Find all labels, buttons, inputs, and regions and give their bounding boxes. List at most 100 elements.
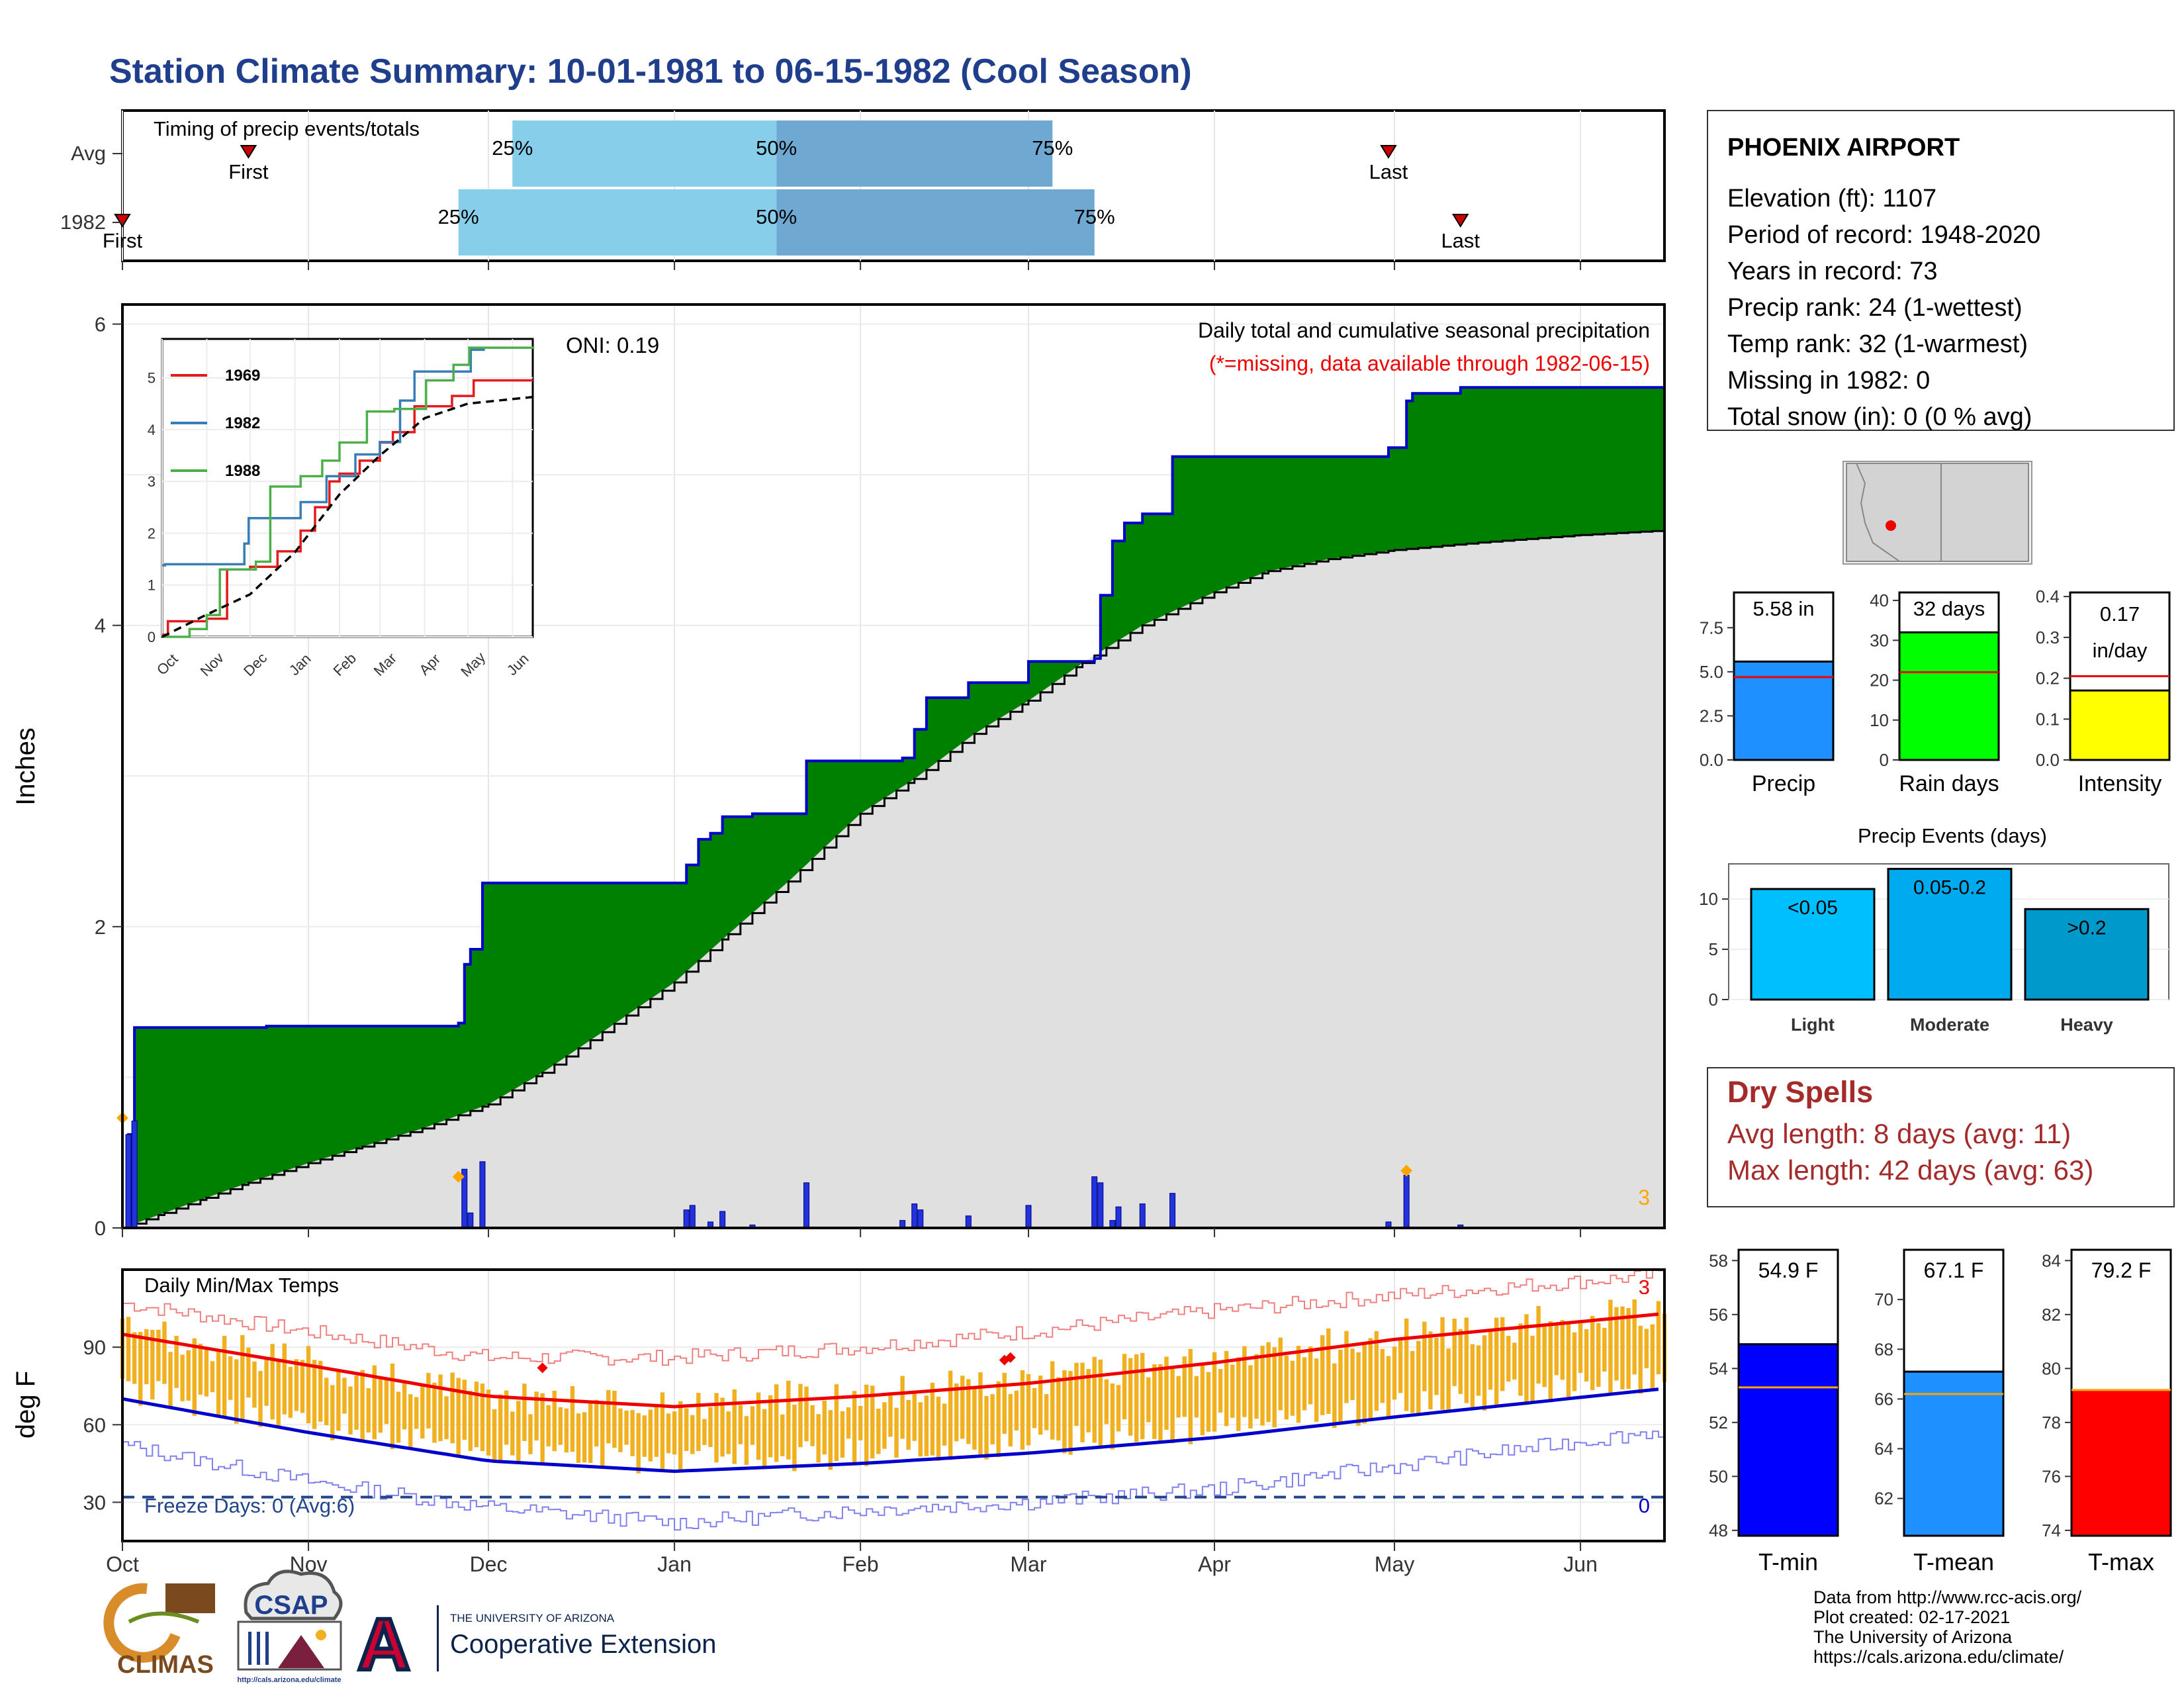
daily-temp-bar: [840, 1411, 845, 1458]
daily-temp-bar: [1236, 1357, 1241, 1431]
daily-temp-bar: [558, 1407, 563, 1445]
daily-temp-bar: [594, 1399, 599, 1447]
daily-temp-bar: [1470, 1344, 1475, 1409]
temp-y-tick-label: 90: [83, 1336, 106, 1359]
summary-tick-label: 2.5: [1700, 706, 1723, 726]
daily-temp-bar: [1566, 1323, 1571, 1399]
daily-temp-bar: [786, 1380, 791, 1460]
daily-temp-bar: [564, 1408, 569, 1453]
daily-temp-bar: [1512, 1342, 1517, 1380]
inset-y-tick-label: 5: [148, 370, 156, 387]
normal-max-line: [122, 1312, 1659, 1409]
daily-temp-bar: [366, 1388, 371, 1433]
daily-temp-bar: [1404, 1318, 1409, 1411]
daily-temp-bar: [1128, 1358, 1133, 1436]
daily-temp-bar: [228, 1356, 233, 1400]
precip-panel: 0 2 4 6 Inches ONI: 0.19 Daily total and cu…: [11, 303, 1666, 1240]
daily-temp-bar: [1368, 1338, 1373, 1421]
daily-precip-bar: [803, 1182, 810, 1229]
daily-temp-bar: [846, 1407, 851, 1439]
daily-temp-bar: [990, 1394, 995, 1445]
summary-tick-label: 0: [1880, 750, 1889, 770]
events-bar-label: Heavy: [2060, 1015, 2113, 1035]
summary-bar-intensity: [2069, 689, 2171, 761]
daily-temp-bar: [1374, 1331, 1379, 1411]
temp-bar-tick-label: 76: [2042, 1466, 2061, 1486]
summary-tick-label: 5.0: [1700, 662, 1723, 682]
inset-series-1982: [162, 346, 533, 567]
daily-temp-bar: [1116, 1385, 1121, 1432]
daily-temp-bar: [294, 1359, 299, 1411]
events-bar-text: 0.05-0.2: [1913, 877, 1986, 899]
daily-temp-bar: [246, 1347, 251, 1398]
daily-temp-bar: [744, 1416, 749, 1465]
daily-temp-bar: [1296, 1346, 1301, 1423]
daily-temp-bar: [138, 1332, 143, 1406]
daily-temp-bar: [1194, 1376, 1199, 1418]
station-location-dot: [1886, 520, 1896, 531]
daily-precip-bar: [911, 1203, 918, 1229]
climas-logo: CLIMAS: [103, 1583, 215, 1679]
temp-bar-tick-label: 48: [1709, 1521, 1728, 1540]
ua-letter: A: [357, 1604, 410, 1685]
daily-temp-bar: [1032, 1387, 1037, 1429]
daily-temp-bar: [1392, 1346, 1397, 1400]
daily-temp-bar: [336, 1370, 341, 1431]
daily-temp-bar: [1314, 1358, 1319, 1422]
daily-temp-bar: [810, 1405, 815, 1446]
precip-y-tick-label: 2: [95, 915, 106, 939]
daily-temp-bar: [816, 1414, 821, 1463]
temp-value-text: 67.1 F: [1924, 1258, 1984, 1282]
daily-temp-bar: [264, 1359, 269, 1406]
daily-precip-bar: [479, 1161, 486, 1229]
daily-temp-bar: [1110, 1383, 1115, 1450]
summary-value-text: 32 days: [1913, 597, 1985, 620]
daily-temp-bar: [978, 1372, 983, 1457]
daily-temp-bar: [888, 1392, 893, 1437]
daily-temp-bar: [768, 1395, 773, 1458]
events-bar-light: [1750, 888, 1876, 1001]
timing-bar-25-50: [458, 189, 777, 256]
daily-temp-bar: [1530, 1335, 1535, 1403]
daily-temp-bar: [1542, 1325, 1547, 1387]
daily-temp-bar: [582, 1412, 587, 1463]
daily-temp-bar: [1266, 1342, 1271, 1423]
daily-temp-bar: [528, 1414, 533, 1454]
daily-temp-bar: [1494, 1317, 1499, 1405]
daily-temp-bar: [1212, 1352, 1217, 1432]
daily-temp-bar: [936, 1396, 941, 1461]
daily-temp-bar: [426, 1373, 431, 1429]
daily-temp-bar: [930, 1382, 935, 1456]
precip-header: Daily total and cumulative seasonal prec…: [1198, 318, 1650, 342]
temp-bar-tick-label: 56: [1709, 1305, 1728, 1325]
record-min-line: [122, 1426, 1665, 1531]
daily-temp-bar: [348, 1386, 353, 1435]
daily-temp-bar: [1644, 1329, 1649, 1368]
daily-temp-bar: [1002, 1373, 1007, 1434]
precip-normal-area: [122, 530, 1664, 1228]
daily-temp-bar: [540, 1393, 545, 1466]
timing-p75-label: 75%: [1032, 136, 1073, 160]
station-name: PHOENIX AIRPORT: [1727, 134, 1960, 162]
daily-temp-bar: [1224, 1350, 1229, 1427]
daily-temp-bar: [1188, 1348, 1193, 1444]
daily-temp-bar: [1590, 1315, 1595, 1390]
temp-bar-label: T-min: [1758, 1548, 1818, 1575]
daily-temp-bar: [756, 1392, 761, 1460]
daily-temp-bar: [1428, 1331, 1433, 1410]
temps-y-axis-label: deg F: [11, 1371, 40, 1438]
daily-temp-bar: [444, 1396, 449, 1440]
daily-temp-bar: [852, 1391, 857, 1464]
daily-temp-bar: [276, 1358, 281, 1428]
inset-y-tick-label: 4: [148, 422, 156, 438]
daily-temp-bar: [1158, 1364, 1163, 1442]
temp-summary-bars: 48 50 52 54 56 58 54.9 F T-min 62 64 66 68 70 67.1 F T…: [1709, 1248, 2172, 1575]
precip-y-tick-label: 4: [95, 614, 106, 637]
daily-temp-bar: [1416, 1340, 1421, 1415]
daily-temp-bar: [714, 1393, 719, 1463]
footer-credit-line: The University of Arizona: [1813, 1627, 2013, 1647]
daily-temp-bar: [876, 1409, 881, 1454]
daily-temp-bar: [474, 1382, 479, 1448]
daily-temp-bar: [996, 1381, 1001, 1458]
